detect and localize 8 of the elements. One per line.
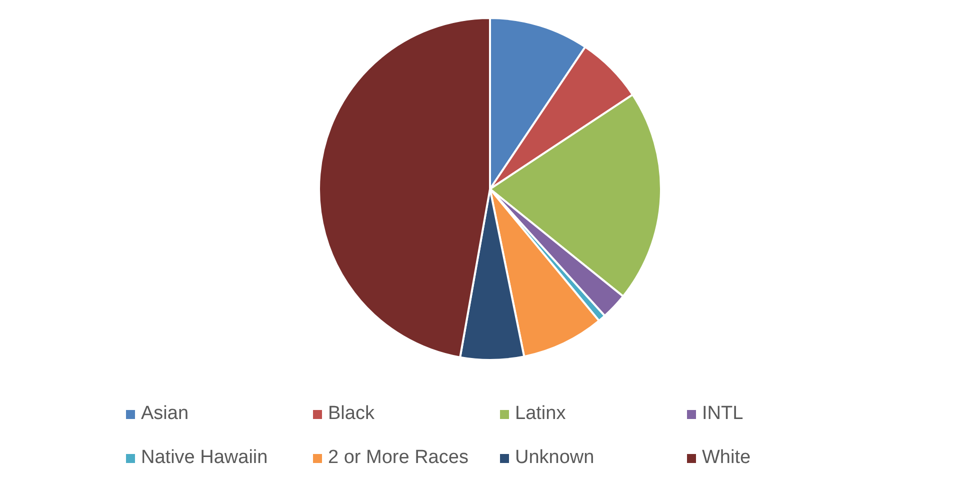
legend-label: Unknown xyxy=(515,447,594,469)
legend-label: Asian xyxy=(141,403,189,425)
legend-label: White xyxy=(702,447,751,469)
legend-label: Native Hawaiin xyxy=(141,447,268,469)
legend-label: INTL xyxy=(702,403,744,425)
legend-label: Black xyxy=(328,403,374,425)
legend-label: 2 or More Races xyxy=(328,447,468,469)
legend-label: Latinx xyxy=(515,403,566,425)
